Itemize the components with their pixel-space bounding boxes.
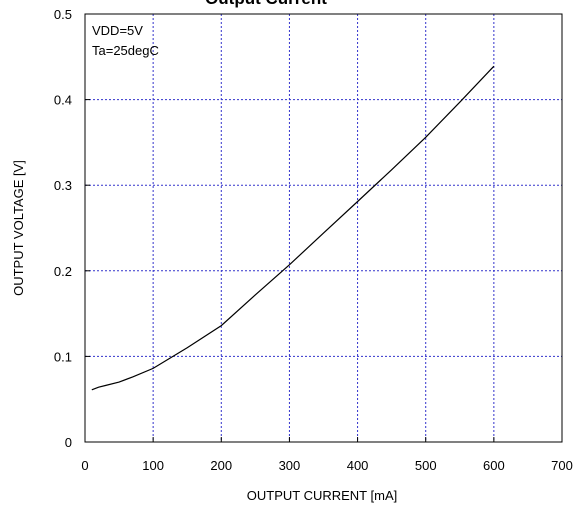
annotation-ta: Ta=25degC [92, 43, 159, 58]
x-tick-label: 600 [483, 458, 505, 473]
x-tick-label: 700 [551, 458, 573, 473]
x-tick-label: 0 [81, 458, 88, 473]
y-tick-label: 0.1 [54, 349, 72, 364]
x-tick-label: 200 [210, 458, 232, 473]
y-tick-label: 0.5 [54, 7, 72, 22]
x-tick-label: 400 [347, 458, 369, 473]
x-axis-label: OUTPUT CURRENT [mA] [247, 488, 397, 503]
x-tick-label: 300 [279, 458, 301, 473]
y-axis-label: OUTPUT VOLTAGE [V] [11, 160, 26, 296]
y-ticks: 0 0.1 0.2 0.3 0.4 0.5 [54, 7, 90, 450]
x-ticks: 0 100 200 300 400 500 600 700 [81, 437, 573, 473]
annotation-vdd: VDD=5V [92, 23, 143, 38]
y-tick-label: 0.2 [54, 264, 72, 279]
plot-frame [84, 13, 563, 443]
y-tick-label: 0 [65, 435, 72, 450]
x-tick-label: 100 [142, 458, 164, 473]
data-layer [91, 65, 495, 391]
y-tick-label: 0.3 [54, 178, 72, 193]
chart-title: Output Current [205, 0, 327, 8]
y-tick-label: 0.4 [54, 93, 72, 108]
grid [85, 14, 562, 442]
series-line-0 [91, 65, 495, 391]
x-tick-label: 500 [415, 458, 437, 473]
